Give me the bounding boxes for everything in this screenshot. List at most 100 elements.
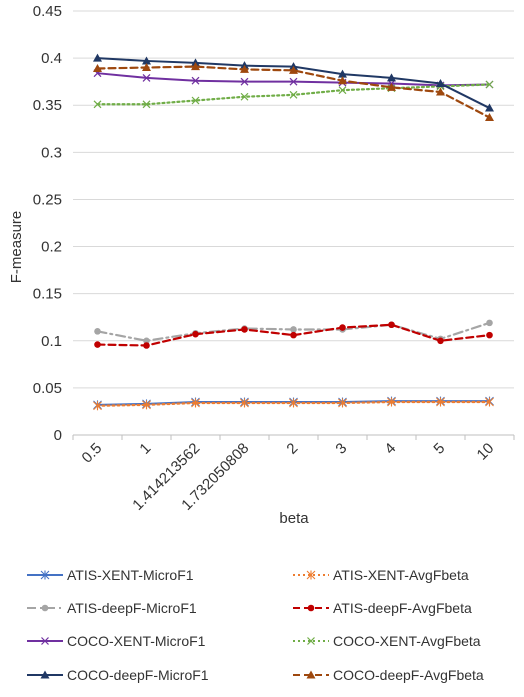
y-tick-label: 0.25 <box>33 191 62 208</box>
data-point <box>436 87 445 96</box>
legend-label: COCO-XENT-AvgFbeta <box>333 633 481 649</box>
data-point <box>191 76 200 85</box>
data-point <box>387 73 396 82</box>
data-point <box>485 397 494 407</box>
legend-item: ATIS-deepF-MicroF1 <box>27 600 197 616</box>
data-point <box>191 398 200 408</box>
data-point <box>93 53 102 62</box>
data-point <box>192 330 199 338</box>
data-point <box>338 69 347 78</box>
legend-marker <box>307 637 315 645</box>
legend-item: COCO-XENT-AvgFbeta <box>293 633 481 649</box>
data-point <box>240 398 249 408</box>
y-tick-label: 0.15 <box>33 286 62 303</box>
x-tick-label: 2 <box>283 440 301 458</box>
legend-label: COCO-XENT-MicroF1 <box>67 633 206 649</box>
legend-marker <box>41 637 49 645</box>
y-tick-label: 0.05 <box>33 380 62 397</box>
data-point <box>142 400 151 410</box>
data-point <box>142 100 151 109</box>
data-point <box>338 76 347 85</box>
data-point <box>240 64 249 73</box>
data-point <box>387 397 396 407</box>
gridlines <box>73 10 514 436</box>
data-point <box>338 398 347 408</box>
y-axis-title: F-measure <box>8 211 25 284</box>
y-tick-label: 0.35 <box>33 97 62 114</box>
y-tick-label: 0.45 <box>33 3 62 20</box>
x-axis-title: beta <box>279 510 309 527</box>
legend-marker <box>40 570 50 580</box>
y-tick-label: 0 <box>54 427 62 444</box>
data-point <box>338 86 347 95</box>
x-tick-label: 0.5 <box>79 440 106 467</box>
data-point <box>436 79 445 88</box>
legend-marker <box>306 570 316 580</box>
legend-label: ATIS-XENT-MicroF1 <box>67 567 194 583</box>
legend: ATIS-XENT-MicroF1 ATIS-XENT-AvgFbeta ATIS-… <box>27 567 484 683</box>
data-point <box>290 331 297 339</box>
data-point <box>387 82 396 91</box>
data-point <box>93 63 102 72</box>
data-point <box>241 326 248 333</box>
legend-item: ATIS-deepF-AvgFbeta <box>293 600 472 616</box>
data-point <box>486 331 493 339</box>
legend-marker <box>40 670 50 679</box>
legend-marker <box>307 604 315 612</box>
data-point <box>289 90 298 99</box>
data-point <box>143 342 150 349</box>
series-ATIS-XENT-AvgFbeta <box>93 397 494 411</box>
data-point <box>485 103 494 112</box>
legend-label: COCO-deepF-MicroF1 <box>67 667 209 683</box>
data-point <box>142 63 151 72</box>
legend-marker <box>41 604 49 612</box>
data-point <box>436 397 445 407</box>
series-group <box>93 53 494 411</box>
legend-item: ATIS-XENT-AvgFbeta <box>293 567 469 583</box>
y-axis-ticks: 0 0.05 0.1 0.15 0.2 0.25 0.3 0.35 0.4 0.45 <box>33 3 62 444</box>
data-point <box>191 62 200 71</box>
data-point <box>485 112 494 121</box>
legend-label: COCO-deepF-AvgFbeta <box>333 667 484 683</box>
data-point <box>290 326 297 333</box>
legend-label: ATIS-deepF-MicroF1 <box>67 600 197 616</box>
legend-item: COCO-deepF-AvgFbeta <box>293 667 484 683</box>
data-point <box>240 77 249 86</box>
x-tick-label: 5 <box>430 440 448 458</box>
series-COCO-deepF-AvgFbeta <box>93 62 494 121</box>
legend-item: ATIS-XENT-MicroF1 <box>27 567 194 583</box>
data-point <box>289 398 298 408</box>
y-tick-label: 0.4 <box>41 50 62 67</box>
data-point <box>289 65 298 74</box>
y-tick-label: 0.1 <box>41 333 62 350</box>
series-ATIS-deepF-AvgFbeta <box>94 321 493 349</box>
data-point <box>437 337 444 345</box>
data-point <box>191 96 200 105</box>
series-line <box>96 65 491 119</box>
data-point <box>240 92 249 101</box>
data-point <box>93 401 102 411</box>
data-point <box>339 324 346 331</box>
x-tick-label: 4 <box>381 440 399 458</box>
legend-label: ATIS-XENT-AvgFbeta <box>333 567 469 583</box>
data-point <box>93 100 102 109</box>
data-point <box>94 328 101 335</box>
data-point <box>485 80 494 89</box>
x-tick-label: 1 <box>136 440 154 458</box>
data-point <box>289 77 298 86</box>
legend-marker <box>306 670 316 679</box>
data-point <box>142 56 151 65</box>
data-point <box>94 341 101 348</box>
data-point <box>143 337 150 345</box>
y-tick-label: 0.2 <box>41 239 62 256</box>
data-point <box>142 73 151 82</box>
x-tick-label: 10 <box>474 440 498 464</box>
x-tick-label: 3 <box>332 440 350 458</box>
legend-item: COCO-XENT-MicroF1 <box>27 633 206 649</box>
data-point <box>486 319 493 327</box>
legend-item: COCO-deepF-MicroF1 <box>27 667 209 683</box>
series-line <box>96 72 491 87</box>
data-point <box>388 321 395 329</box>
